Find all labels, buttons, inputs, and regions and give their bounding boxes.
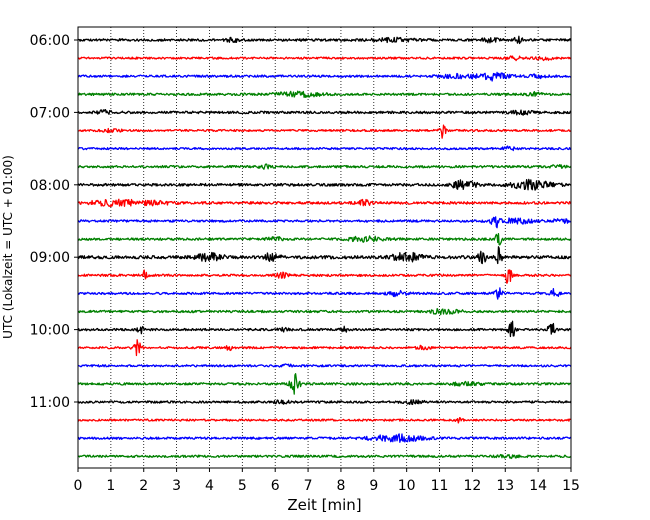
y-tick-label: 07:00	[30, 105, 70, 121]
x-tick-label-0: 0	[74, 478, 83, 494]
trace-row-09:45	[77, 307, 572, 316]
x-tick-label-7: 7	[304, 478, 313, 494]
trace-row-09:00	[77, 246, 572, 265]
x-tick-label-8: 8	[336, 478, 345, 494]
x-tick-label-3: 3	[172, 478, 181, 494]
trace-row-07:00	[77, 108, 572, 116]
x-tick-label-5: 5	[238, 478, 247, 494]
trace-row-07:15	[77, 124, 572, 139]
x-tick-label-9: 9	[369, 478, 378, 494]
x-tick-label-10: 10	[398, 478, 416, 494]
trace-row-10:00	[77, 320, 572, 338]
x-tick-label-15: 15	[562, 478, 580, 494]
y-tick-label: 09:00	[30, 250, 70, 266]
x-tick-label-1: 1	[106, 478, 115, 494]
trace-row-06:15	[77, 55, 572, 62]
trace-row-11:30	[77, 433, 572, 443]
x-tick-label-13: 13	[496, 478, 514, 494]
trace-row-07:30	[77, 145, 572, 152]
plot-frame	[77, 26, 572, 469]
plot-background	[78, 27, 571, 468]
trace-row-11:15	[77, 416, 572, 424]
y-tick-label: 10:00	[30, 323, 70, 339]
y-axis-label: UTC (Lokalzeit = UTC + 01:00)	[1, 155, 15, 339]
y-tick-label: 06:00	[30, 33, 70, 49]
x-tick-label-12: 12	[463, 478, 481, 494]
trace-row-07:45	[77, 163, 572, 170]
trace-row-11:00	[77, 399, 572, 406]
trace-row-09:30	[77, 287, 572, 300]
trace-rows	[77, 35, 572, 460]
trace-row-08:30	[77, 216, 571, 229]
y-tick-label: 11:00	[30, 395, 70, 411]
trace-row-06:45	[77, 90, 572, 98]
x-tick-label-6: 6	[271, 478, 280, 494]
trace-row-11:45	[77, 453, 572, 460]
x-tick-label-4: 4	[205, 478, 214, 494]
y-axis-ticks: 06:00 07:00 08:00 09:00 10:00 11:00	[30, 33, 78, 411]
y-tick-label: 08:00	[30, 178, 70, 194]
trace-row-08:45	[77, 233, 572, 246]
trace-row-06:30	[77, 71, 572, 82]
trace-row-10:30	[77, 363, 572, 368]
x-tick-label-14: 14	[529, 478, 547, 494]
trace-row-09:15	[77, 269, 572, 284]
x-axis-ticks: 0 1 2 3 4 5 6 7 8 9 10 11 12 13 14 15	[74, 468, 580, 494]
trace-row-10:45	[77, 373, 572, 395]
trace-row-10:15	[77, 339, 572, 357]
x-tick-label-2: 2	[139, 478, 148, 494]
trace-row-08:15	[77, 198, 572, 208]
trace-row-06:00	[77, 35, 572, 45]
trace-row-08:00	[77, 178, 572, 191]
x-tick-label-11: 11	[431, 478, 449, 494]
x-axis-label: Zeit [min]	[287, 496, 361, 514]
